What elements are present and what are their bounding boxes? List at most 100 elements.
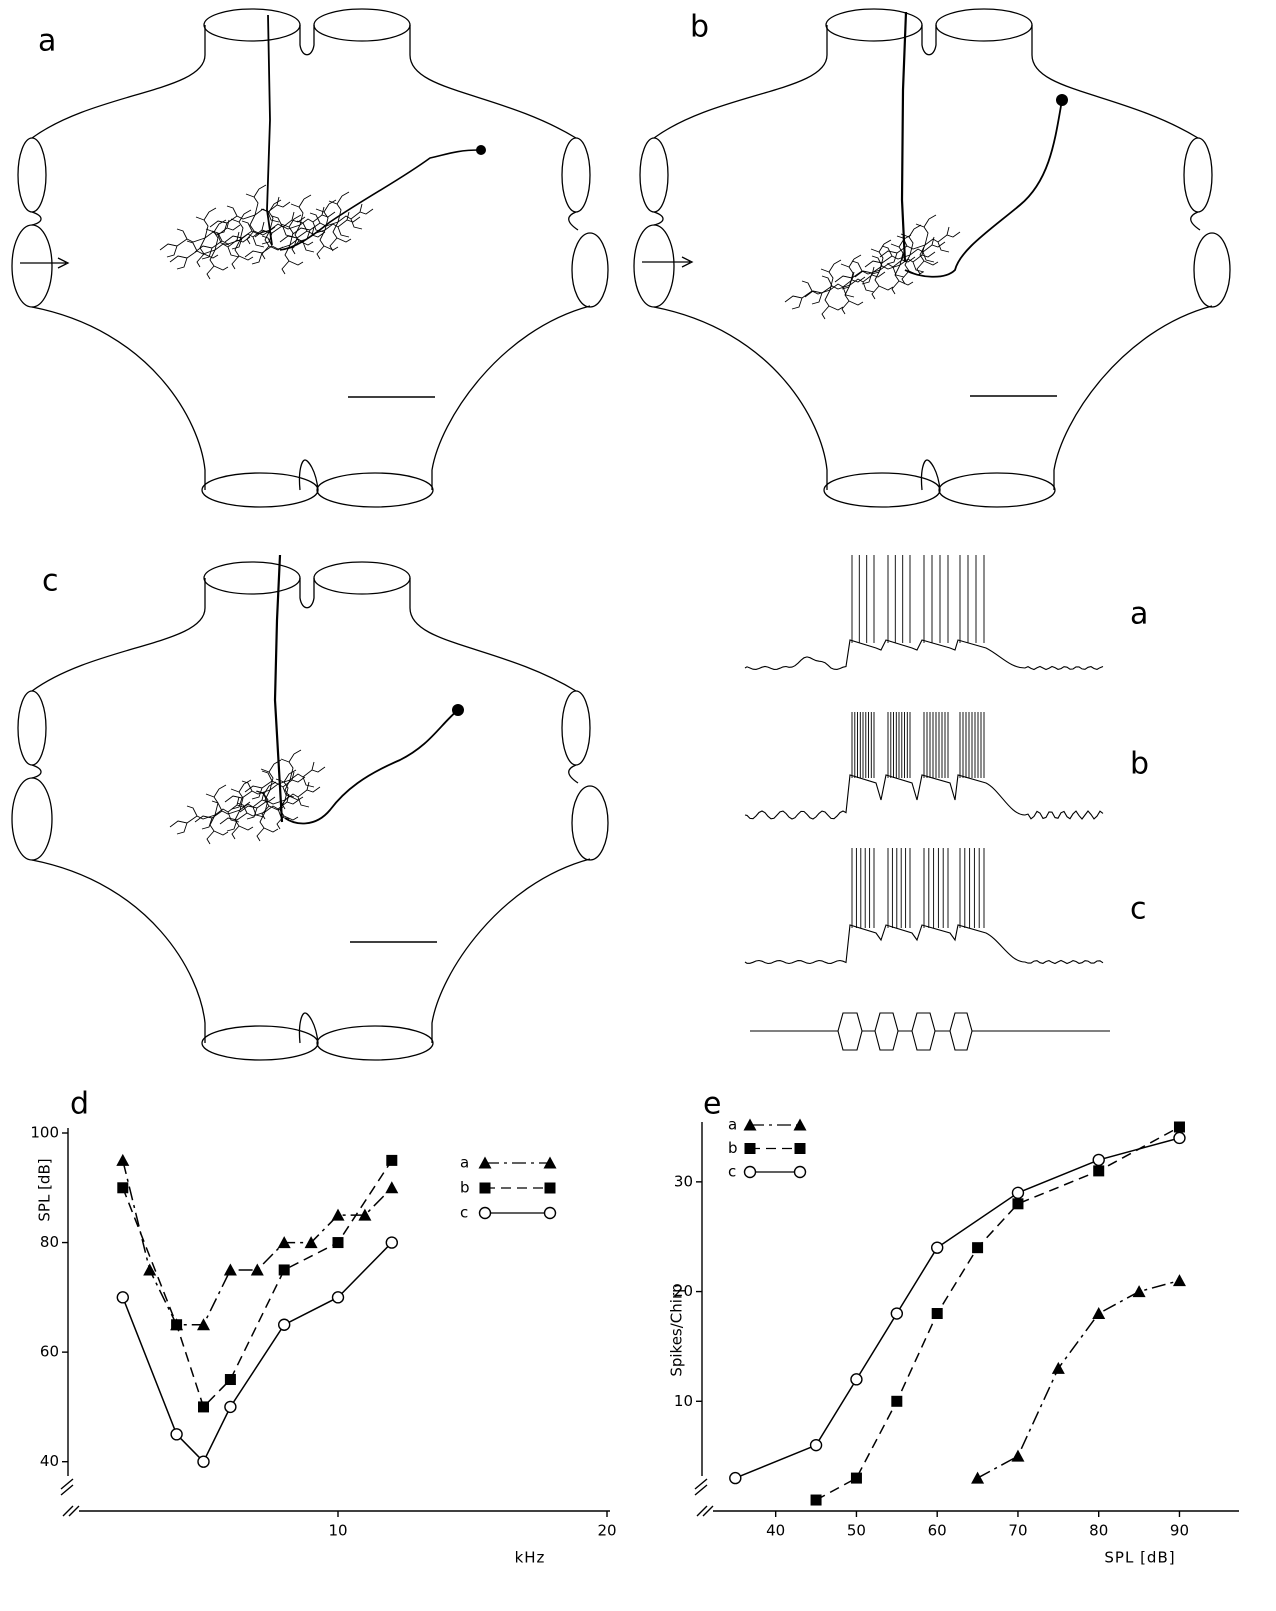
data-point <box>811 1440 822 1451</box>
legend-marker <box>545 1183 556 1194</box>
data-point <box>851 1374 862 1385</box>
legend-marker <box>745 1143 756 1154</box>
data-point <box>116 1154 129 1166</box>
data-point <box>811 1495 822 1506</box>
legend-label: c <box>728 1163 736 1181</box>
data-point <box>333 1292 344 1303</box>
neuron-a <box>160 15 486 279</box>
x-tick-label: 60 <box>928 1522 947 1540</box>
x-axis-label: kHz <box>515 1549 546 1567</box>
stimulus-arrow <box>20 257 692 268</box>
ganglion-outline <box>12 9 608 507</box>
data-point <box>225 1401 236 1412</box>
data-point <box>225 1374 236 1385</box>
x-tick-label: 90 <box>1170 1522 1189 1540</box>
membrane-trace <box>745 775 1103 819</box>
data-point <box>1174 1122 1185 1133</box>
membrane-trace <box>745 925 1103 964</box>
panel-label: a <box>38 24 56 59</box>
x-tick-label: 10 <box>328 1522 347 1540</box>
data-point <box>891 1396 902 1407</box>
panel-label: b <box>690 10 709 45</box>
trace-label: c <box>1130 892 1147 927</box>
axis-break <box>61 1479 79 1516</box>
legend-label: c <box>460 1204 468 1222</box>
data-point <box>1012 1198 1023 1209</box>
traces <box>745 555 1103 964</box>
chart-title: e <box>703 1087 721 1122</box>
spikes <box>852 848 984 928</box>
membrane-trace <box>745 640 1103 670</box>
data-point <box>1012 1187 1023 1198</box>
series-line <box>735 1138 1179 1478</box>
legend-marker <box>795 1143 806 1154</box>
data-point <box>171 1429 182 1440</box>
x-tick-label: 40 <box>766 1522 785 1540</box>
series-line <box>978 1281 1180 1478</box>
data-point <box>730 1473 741 1484</box>
data-point <box>1093 1165 1104 1176</box>
legend-marker <box>480 1183 491 1194</box>
y-tick-label: 80 <box>40 1233 59 1251</box>
data-point <box>1011 1450 1024 1462</box>
data-point <box>851 1473 862 1484</box>
data-point <box>386 1237 397 1248</box>
data-point <box>972 1242 983 1253</box>
series-line <box>123 1160 392 1324</box>
spikes <box>852 555 984 643</box>
legend-marker <box>480 1208 491 1219</box>
data-point <box>891 1308 902 1319</box>
legend-marker <box>795 1167 806 1178</box>
ganglion-outline <box>634 9 1230 507</box>
y-tick-label: 40 <box>40 1452 59 1470</box>
data-point <box>171 1319 182 1330</box>
trace-label: b <box>1130 747 1149 782</box>
stimulus-trace <box>750 1013 1110 1050</box>
panel-label: c <box>42 564 59 599</box>
data-point <box>1173 1274 1186 1286</box>
data-point <box>1093 1154 1104 1165</box>
x-tick-label: 70 <box>1008 1522 1027 1540</box>
legend-label: a <box>460 1154 469 1172</box>
x-tick-label: 80 <box>1089 1522 1108 1540</box>
axis-break <box>695 1479 713 1516</box>
series-line <box>816 1127 1179 1500</box>
neuron-b <box>785 12 1068 319</box>
y-tick-label: 60 <box>40 1343 59 1361</box>
legend-marker <box>745 1167 756 1178</box>
data-point <box>1052 1362 1065 1374</box>
y-tick-label: 20 <box>674 1282 693 1300</box>
x-tick-label: 20 <box>597 1522 616 1540</box>
data-point <box>117 1292 128 1303</box>
y-axis-label: SPL [dB] <box>36 1158 54 1221</box>
data-point <box>932 1242 943 1253</box>
y-tick-label: 10 <box>674 1392 693 1410</box>
data-point <box>971 1472 984 1484</box>
data-point <box>1133 1285 1146 1297</box>
chart-title: d <box>70 1087 89 1122</box>
x-tick-label: 50 <box>847 1522 866 1540</box>
data-point <box>198 1401 209 1412</box>
data-point <box>385 1181 398 1193</box>
y-tick-label: 100 <box>30 1124 59 1142</box>
data-point <box>932 1308 943 1319</box>
y-tick-label: 30 <box>674 1172 693 1190</box>
data-point <box>1174 1132 1185 1143</box>
data-point <box>386 1155 397 1166</box>
data-point <box>224 1263 237 1275</box>
data-point <box>198 1456 209 1467</box>
data-point <box>279 1319 290 1330</box>
trace-label: a <box>1130 597 1148 632</box>
legend-marker <box>545 1208 556 1219</box>
data-point <box>117 1182 128 1193</box>
data-point <box>1092 1307 1105 1319</box>
scale-bar <box>348 396 1057 942</box>
spikes <box>852 712 984 778</box>
x-axis-label: SPL [dB] <box>1104 1549 1175 1567</box>
legend-label: a <box>728 1116 737 1134</box>
legend-label: b <box>460 1179 470 1197</box>
data-point <box>332 1209 345 1221</box>
figure: a b c a b c dkHzSPL [dB]4060801001020abc… <box>0 0 1276 1611</box>
legend-label: b <box>728 1139 738 1157</box>
neuron-c <box>170 555 464 844</box>
